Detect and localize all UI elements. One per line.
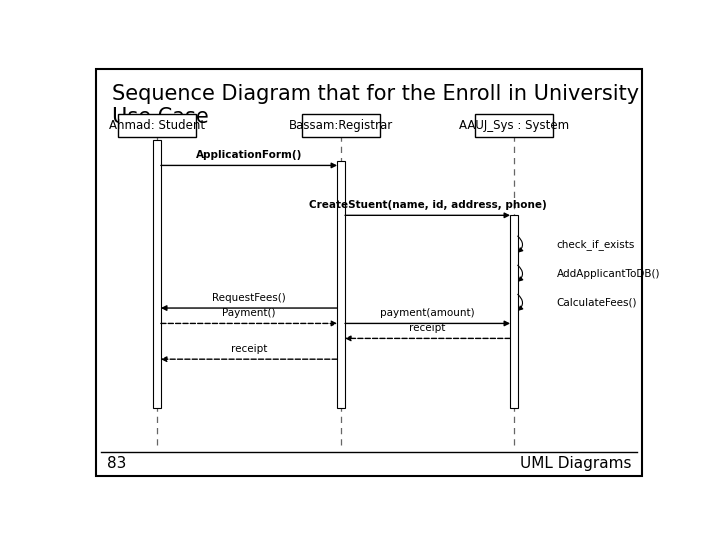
Text: check_if_exists: check_if_exists — [557, 239, 635, 250]
FancyBboxPatch shape — [475, 113, 553, 137]
Text: CreateStuent(name, id, address, phone): CreateStuent(name, id, address, phone) — [309, 200, 546, 210]
Text: receipt: receipt — [410, 323, 446, 333]
FancyBboxPatch shape — [96, 69, 642, 476]
Text: Payment(): Payment() — [222, 308, 276, 318]
FancyBboxPatch shape — [510, 215, 518, 408]
Text: Ahmad: Student: Ahmad: Student — [109, 119, 205, 132]
Text: AAUJ_Sys : System: AAUJ_Sys : System — [459, 119, 569, 132]
FancyBboxPatch shape — [118, 113, 196, 137]
Text: CalculateFees(): CalculateFees() — [557, 298, 637, 308]
Text: ApplicationForm(): ApplicationForm() — [196, 150, 302, 160]
FancyBboxPatch shape — [338, 161, 345, 408]
Text: AddApplicantToDB(): AddApplicantToDB() — [557, 268, 660, 279]
FancyBboxPatch shape — [153, 140, 161, 408]
Text: UML Diagrams: UML Diagrams — [520, 456, 631, 471]
Text: Sequence Diagram that for the Enroll in University
Use Case: Sequence Diagram that for the Enroll in … — [112, 84, 639, 127]
Text: Bassam:Registrar: Bassam:Registrar — [289, 119, 393, 132]
Text: RequestFees(): RequestFees() — [212, 293, 286, 302]
Text: payment(amount): payment(amount) — [380, 308, 475, 318]
Text: 83: 83 — [107, 456, 126, 471]
Text: receipt: receipt — [231, 344, 267, 354]
FancyBboxPatch shape — [302, 113, 380, 137]
